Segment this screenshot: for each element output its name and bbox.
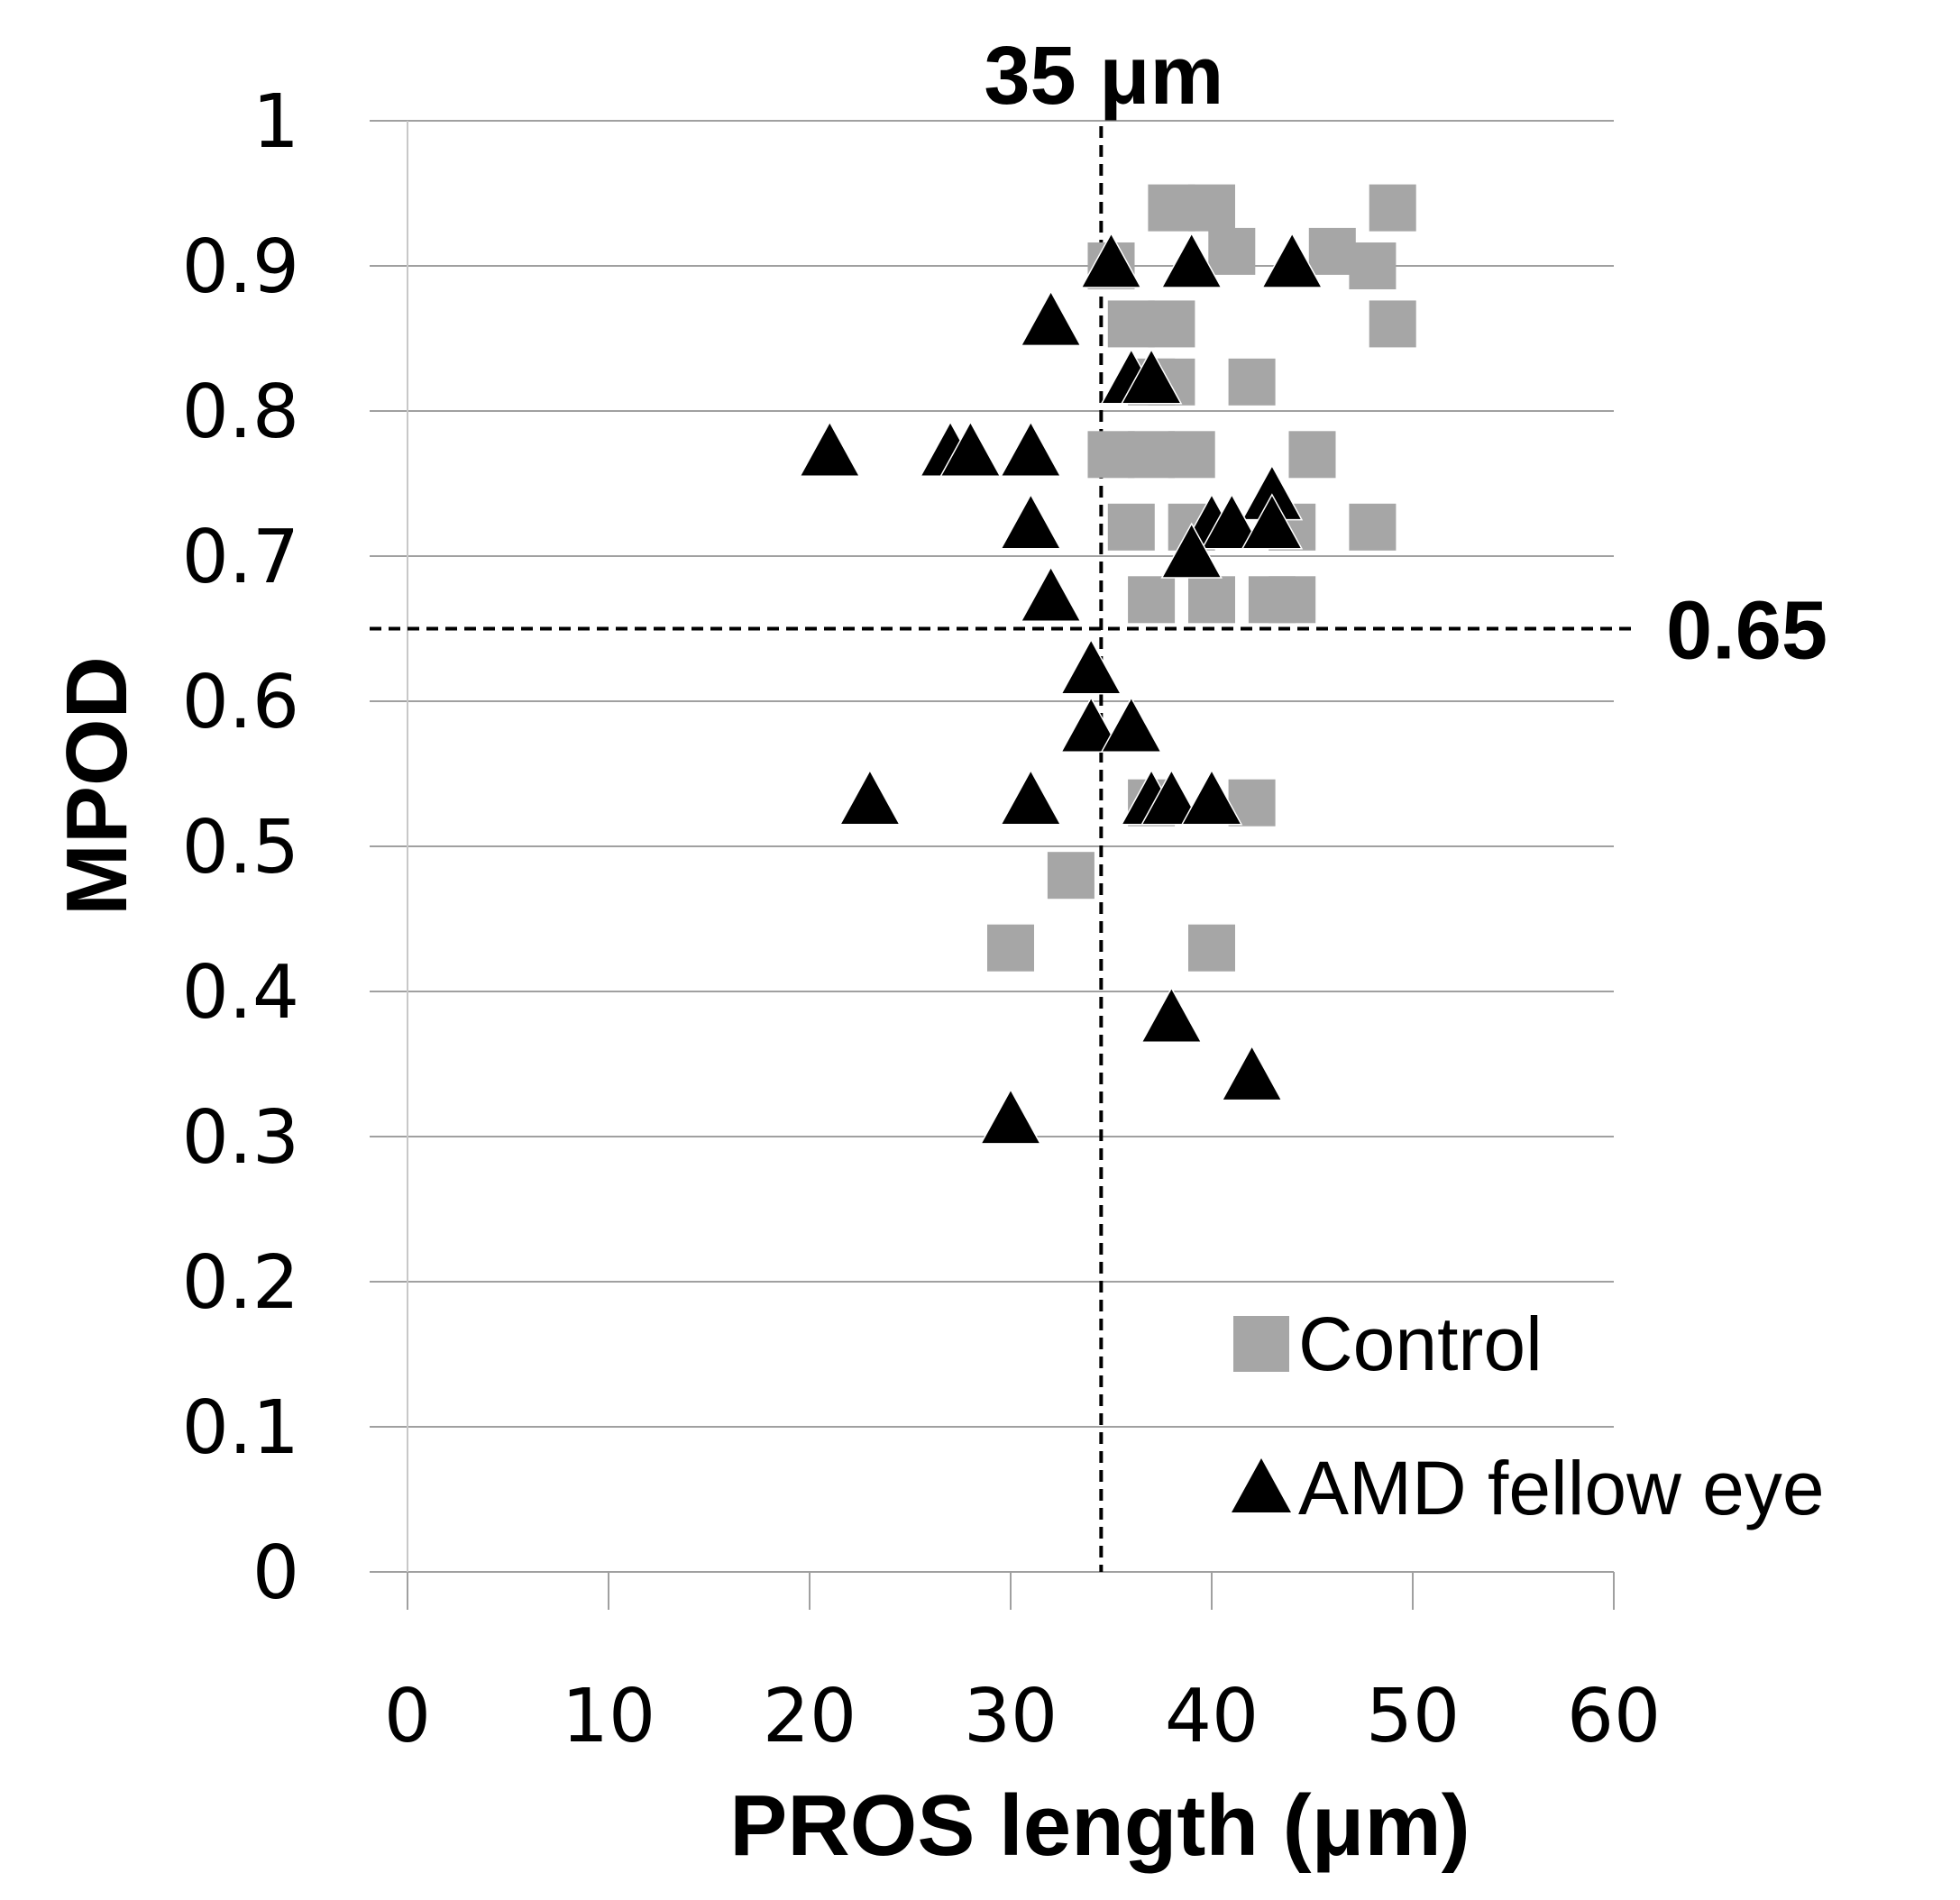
amd-fellow-eye-point-13 [1201, 493, 1263, 550]
control-point-24 [1269, 576, 1316, 624]
legend-label-amd-fellow-eye: AMD fellow eye [1298, 1446, 1825, 1530]
amd-fellow-eye-point-1 [1160, 232, 1223, 288]
y-tick-label-5: 0.5 [182, 805, 299, 891]
amd-fellow-eye-point-19 [1100, 696, 1163, 753]
control-point-17 [1107, 503, 1155, 551]
control-point-15 [1168, 431, 1215, 479]
amd-fellow-eye-point-2 [1260, 232, 1323, 288]
amd-fellow-eye-point-3 [1020, 289, 1082, 347]
amd-fellow-eye-point-21 [1000, 769, 1062, 826]
control-point-2 [1369, 184, 1416, 232]
control-point-7 [1107, 300, 1155, 348]
amd-fellow-eye-point-18 [1059, 696, 1122, 753]
control-point-6 [1349, 242, 1397, 289]
amd-fellow-eye-point-17 [1059, 638, 1122, 695]
amd-fellow-eye-point-23 [1140, 769, 1203, 826]
amd-fellow-eye-point-14 [1241, 493, 1304, 550]
amd-fellow-eye-point-9 [1000, 420, 1062, 478]
control-point-20 [1349, 503, 1397, 551]
y-tick-label-6: 0.6 [182, 660, 299, 745]
x-tick-label-2: 20 [763, 1674, 856, 1759]
y-tick-label-7: 0.7 [182, 515, 299, 600]
control-point-12 [1228, 358, 1276, 406]
amd-fellow-eye-point-11 [1000, 493, 1062, 550]
control-point-14 [1128, 431, 1176, 479]
control-point-21 [1128, 576, 1176, 624]
x-tick-label-5: 50 [1366, 1674, 1460, 1759]
control-point-0 [1148, 184, 1195, 232]
data-points [799, 184, 1416, 1145]
y-tick-labels: 0 0.1 0.2 0.3 0.4 0.5 0.6 0.7 0.8 0.9 1 [182, 79, 299, 1616]
amd-fellow-eye-point-27 [979, 1088, 1042, 1145]
reference-lines [370, 126, 1634, 1572]
y-tick-label-9: 0.9 [182, 224, 299, 310]
legend-marker-amd-fellow-eye [1232, 1458, 1291, 1512]
y-tick-label-0: 0 [252, 1530, 299, 1616]
control-point-29 [1188, 924, 1235, 972]
reference-line-x-label: 35 μm [984, 30, 1223, 122]
amd-fellow-eye-point-8 [939, 420, 1002, 478]
y-tick-label-1: 0.1 [182, 1385, 299, 1471]
control-point-13 [1087, 431, 1135, 479]
amd-fellow-eye-point-26 [1221, 1045, 1283, 1101]
control-point-16 [1288, 431, 1336, 479]
gridlines [370, 120, 1614, 1610]
control-point-22 [1188, 576, 1235, 624]
amd-fellow-eye-point-6 [799, 420, 861, 478]
x-tick-label-6: 60 [1567, 1674, 1661, 1759]
x-tick-labels: 0 10 20 30 40 50 60 [384, 1674, 1661, 1759]
amd-fellow-eye-point-5 [1120, 348, 1183, 405]
y-tick-label-8: 0.8 [182, 370, 299, 455]
y-tick-label-3: 0.3 [182, 1095, 299, 1181]
x-tick-label-4: 40 [1165, 1674, 1259, 1759]
control-point-28 [987, 924, 1034, 972]
x-tick-label-1: 10 [562, 1674, 655, 1759]
x-tick-label-0: 0 [384, 1674, 431, 1759]
y-tick-label-2: 0.2 [182, 1240, 299, 1326]
control-point-9 [1369, 300, 1416, 348]
amd-fellow-eye-point-24 [1180, 769, 1243, 826]
control-point-3 [1208, 227, 1256, 275]
y-tick-label-10: 1 [252, 79, 299, 165]
x-tick-marks [407, 1572, 1615, 1610]
x-axis-title: PROS length (μm) [729, 1777, 1470, 1874]
control-point-1 [1188, 184, 1235, 232]
control-point-8 [1148, 300, 1195, 348]
amd-fellow-eye-point-16 [1020, 565, 1082, 623]
legend: Control AMD fellow eye [1232, 1302, 1825, 1530]
y-tick-label-4: 0.4 [182, 950, 299, 1036]
legend-marker-control [1233, 1316, 1289, 1372]
x-tick-label-3: 30 [964, 1674, 1058, 1759]
y-axis-title: MPOD [49, 656, 145, 916]
reference-line-y-label: 0.65 [1666, 585, 1827, 677]
amd-fellow-eye-point-25 [1140, 986, 1203, 1043]
amd-fellow-eye-point-20 [838, 769, 902, 826]
control-point-27 [1047, 852, 1094, 900]
amd-fellow-eye-point-15 [1160, 522, 1223, 579]
amd-fellow-eye-point-0 [1080, 232, 1142, 288]
legend-label-control: Control [1298, 1302, 1543, 1386]
control-point-4 [1308, 227, 1356, 275]
